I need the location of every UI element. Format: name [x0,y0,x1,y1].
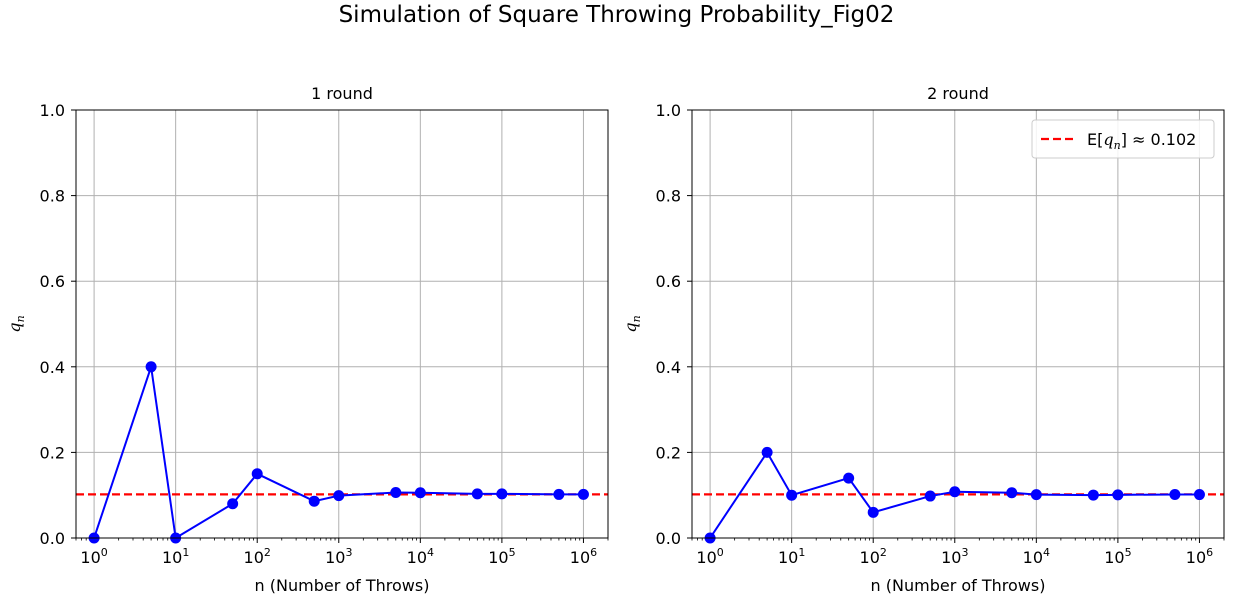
data-point [843,472,855,484]
y-axis-label: qn [5,315,27,332]
subplot-title: 1 round [311,84,373,103]
data-point [1030,489,1042,501]
data-point [496,488,508,500]
data-point [471,488,483,500]
data-point [390,487,402,499]
axes-frame [75,109,609,539]
y-tick-label: 1.0 [656,101,681,120]
y-axis-label: qn [621,315,643,332]
y-tick-label: 0.6 [656,272,681,291]
data-point [761,446,773,458]
x-tick-label: 106 [1186,546,1213,567]
data-point [924,490,936,502]
subplot-title: 2 round [927,84,989,103]
data-point [1169,488,1181,500]
data-point [1112,489,1124,501]
axes-frame [691,109,1225,539]
figure-title: Simulation of Square Throwing Probabilit… [338,2,895,28]
y-tick-label: 0.6 [40,272,65,291]
data-point [867,506,879,518]
y-tick-label: 1.0 [40,101,65,120]
y-tick-label: 0.2 [656,443,681,462]
x-tick-label: 104 [1023,546,1050,567]
x-tick-label: 105 [488,546,515,567]
x-tick-label: 102 [860,546,887,567]
data-point [227,498,239,510]
x-tick-label: 101 [778,546,805,567]
data-point [949,486,961,498]
x-tick-label: 106 [570,546,597,567]
chart-panel-1: 100 101 102 103 104 105 106 0.0 0.2 0.4 0.6 0.8 1.0 1… [5,84,609,595]
data-point [553,488,565,500]
y-tick-label: 0.0 [40,529,65,548]
y-tick-label: 0.2 [40,443,65,462]
data-point [414,487,426,499]
data-point [1193,489,1205,501]
x-tick-label: 101 [162,546,189,567]
data-point [1087,489,1099,501]
x-axis-label: n (Number of Throws) [871,576,1046,595]
legend-label: E[qn] ≈ 0.102 [1087,130,1196,152]
data-point [145,361,157,373]
x-tick-label: 105 [1104,546,1131,567]
data-point [786,489,798,501]
data-point [577,488,589,500]
y-tick-label: 0.4 [656,358,681,377]
legend-box [1031,119,1215,159]
x-tick-label: 103 [325,546,352,567]
x-tick-label: 100 [80,546,107,567]
x-tick-label: 104 [407,546,434,567]
x-tick-label: 100 [696,546,723,567]
data-point [308,495,320,507]
x-tick-label: 102 [244,546,271,567]
y-tick-label: 0.8 [40,187,65,206]
chart-panel-2: 100 101 102 103 104 105 106 0.0 0.2 0.4 0.6 0.8 1.0 2… [621,84,1225,595]
x-axis-label: n (Number of Throws) [255,576,430,595]
data-point [251,468,263,480]
data-point [1006,487,1018,499]
data-point [333,490,345,502]
y-tick-label: 0.4 [40,358,65,377]
legend: E[qn] ≈ 0.102 [1031,119,1215,159]
x-tick-label: 103 [941,546,968,567]
y-tick-label: 0.0 [656,529,681,548]
y-tick-label: 0.8 [656,187,681,206]
